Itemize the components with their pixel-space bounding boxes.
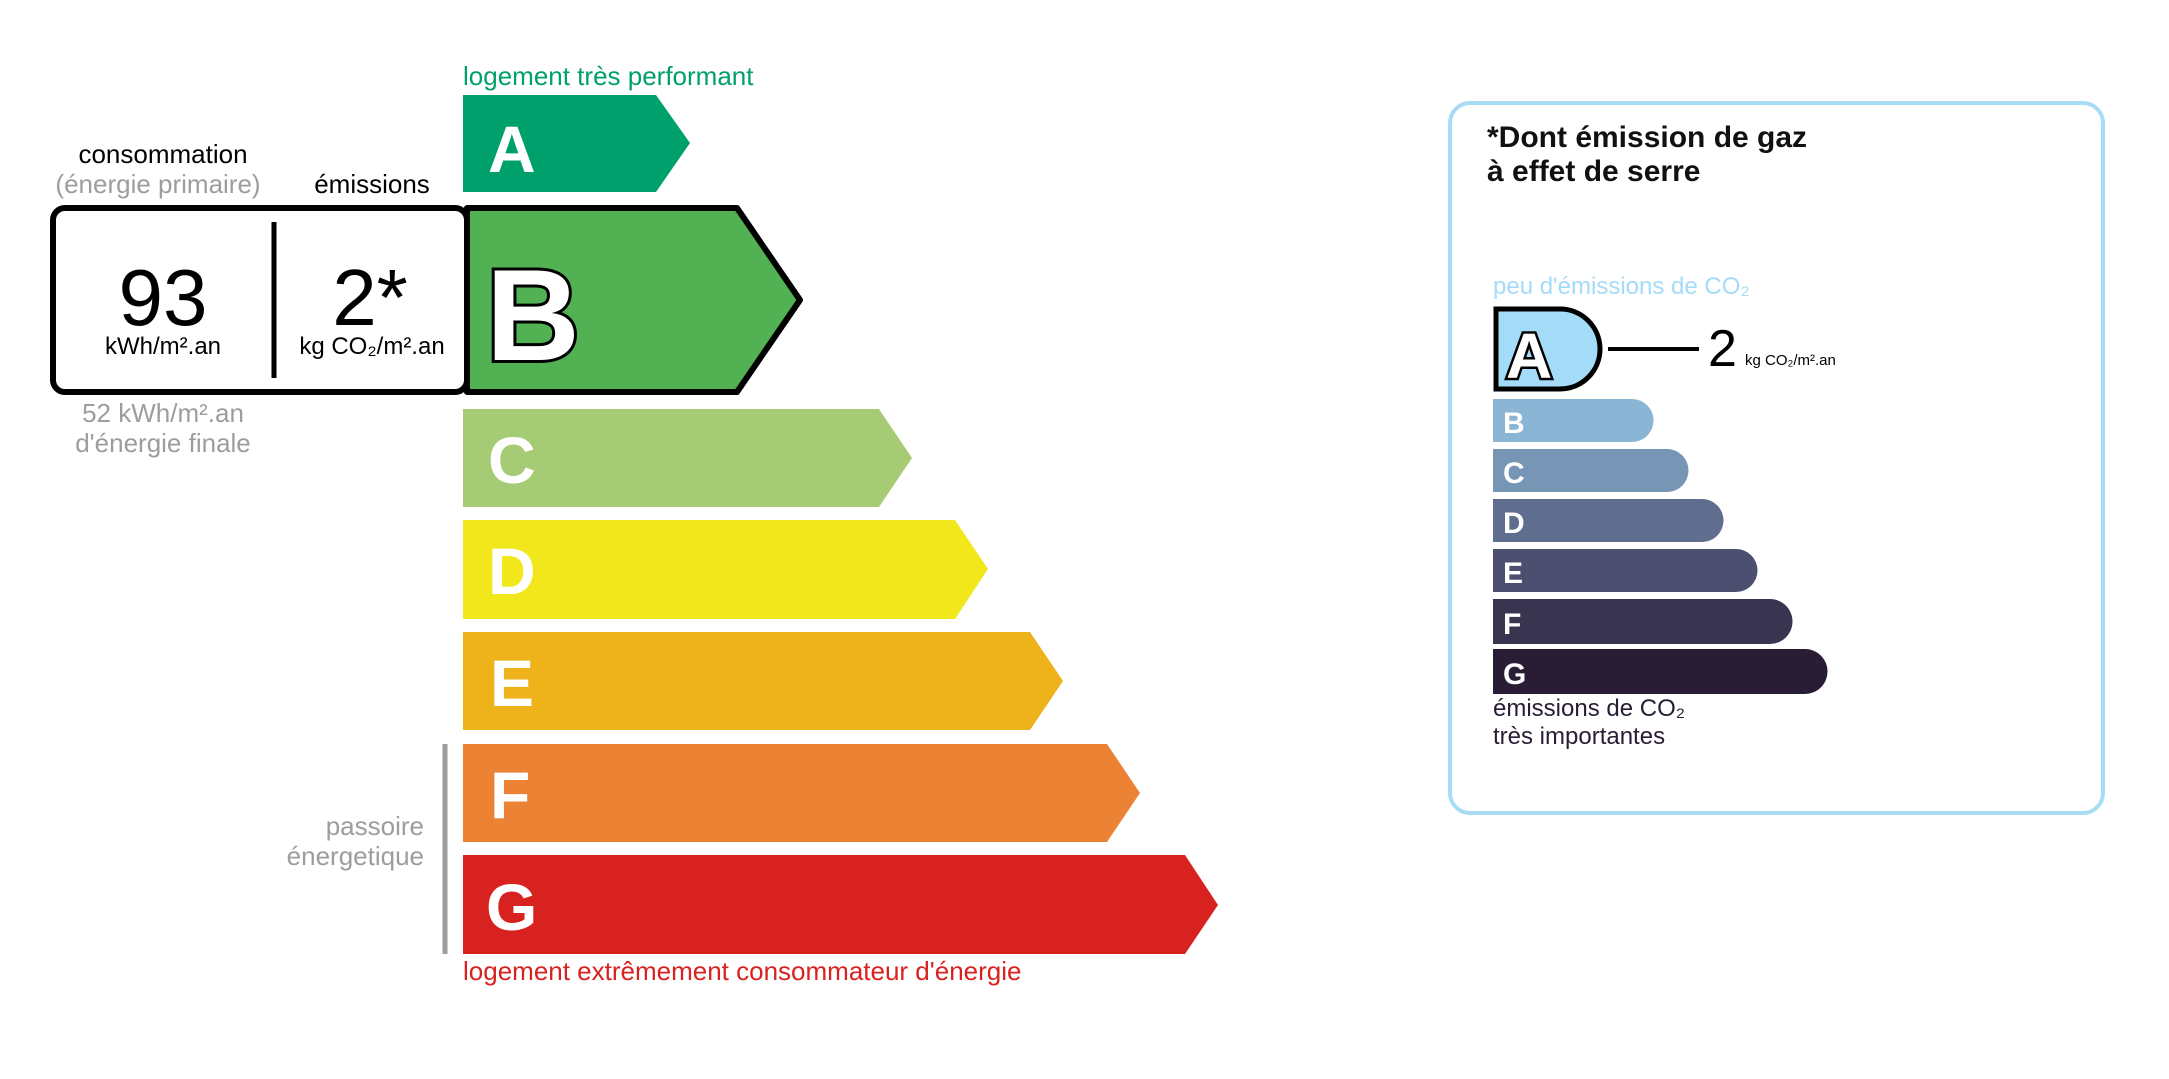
energy-arrow-g: [463, 855, 1218, 954]
ges-bar-g: [1493, 649, 1828, 694]
energy-letter-c: C: [488, 423, 536, 497]
energy-letter-b: B: [486, 242, 580, 388]
ges-letter-a: A: [1506, 320, 1552, 392]
energy-letter-a: A: [488, 112, 536, 186]
energy-letter-f: F: [490, 758, 530, 832]
ges-letter-c: C: [1503, 457, 1525, 490]
final-energy-value: 52 kWh/m².an: [82, 398, 244, 428]
final-energy-label: d'énergie finale: [75, 428, 251, 458]
energy-letter-e: E: [490, 646, 534, 720]
energy-arrow-c: [463, 409, 912, 507]
ges-letter-f: F: [1503, 608, 1521, 641]
ges-letter-e: E: [1503, 557, 1523, 590]
ges-bar-d: [1493, 499, 1724, 542]
energy-top-label: logement très performant: [463, 61, 754, 91]
ges-bar-b: [1493, 399, 1654, 442]
ges-title: *Dont émission de gaz: [1487, 121, 1808, 154]
value-box: [50, 205, 470, 395]
energy-bottom-label: logement extrêmement consommateur d'éner…: [463, 956, 1022, 986]
ges-letter-d: D: [1503, 507, 1525, 540]
ges-title-2: à effet de serre: [1487, 155, 1701, 188]
ges-bar-e: [1493, 549, 1758, 592]
emissions-unit: kg CO₂/m².an: [299, 333, 445, 360]
consumption-value: 93: [118, 253, 208, 342]
ges-bottom-label-2: très importantes: [1493, 723, 1666, 750]
ges-bar-f: [1493, 599, 1793, 644]
consumption-unit: kWh/m².an: [104, 333, 222, 360]
emissions-heading: émissions: [314, 169, 430, 199]
energy-arrow-e: [463, 632, 1063, 730]
energy-arrow-d: [463, 520, 988, 619]
passoire-label-2: énergetique: [286, 841, 424, 871]
ges-unit: kg CO₂/m².an: [1745, 352, 1836, 369]
ges-bar-a: [1493, 306, 1603, 392]
ges-panel: [1448, 101, 2105, 815]
ges-value: 2: [1708, 320, 1737, 378]
passoire-label: passoire: [325, 811, 424, 841]
energy-letter-d: D: [488, 534, 536, 608]
ges-top-label: peu d'émissions de CO₂: [1493, 273, 1750, 300]
ges-bar-c: [1493, 449, 1689, 492]
energy-letter-g: G: [486, 870, 537, 944]
ges-letter-b: B: [1503, 407, 1525, 440]
energy-arrow-f: [463, 744, 1140, 842]
consumption-subheading: (énergie primaire): [55, 169, 261, 199]
consumption-heading: consommation: [78, 139, 248, 169]
ges-bottom-label: émissions de CO₂: [1493, 695, 1686, 722]
emissions-value: 2*: [332, 253, 408, 342]
ges-letter-g: G: [1503, 658, 1526, 691]
energy-arrow-a: [463, 95, 690, 192]
